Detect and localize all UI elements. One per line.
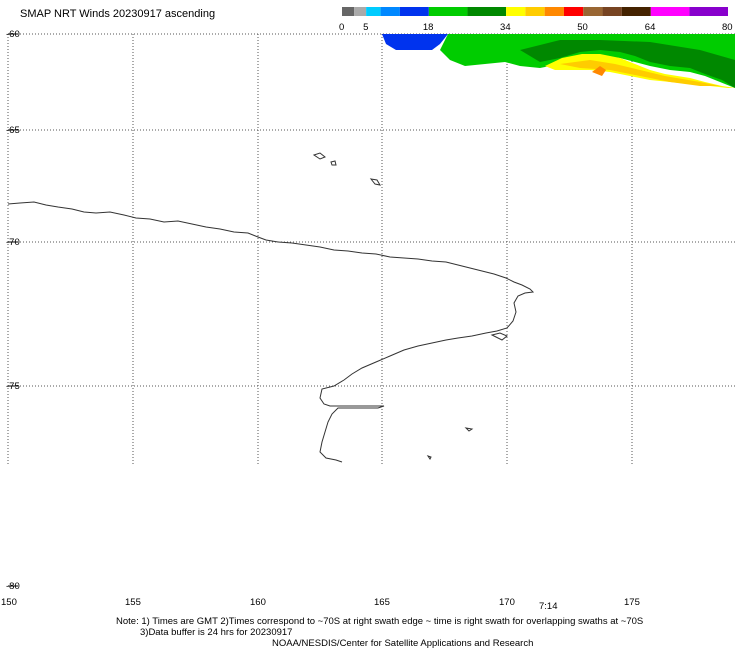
swath-calm-region: [382, 34, 448, 50]
legend-segment: [467, 7, 507, 16]
swath-time-label: 7:14: [539, 601, 558, 612]
legend-segment: [399, 7, 429, 16]
lon-label-165: 165: [374, 597, 390, 608]
wind-swath: [382, 34, 735, 88]
legend-segment: [354, 7, 367, 16]
legend-segment: [380, 7, 400, 16]
coastline-island-5: [464, 427, 474, 432]
lat-label-70: -70: [6, 237, 20, 248]
lon-label-155: 155: [125, 597, 141, 608]
lon-label-175: 175: [624, 597, 640, 608]
coastline-island-2: [330, 160, 337, 166]
lon-label-160: 160: [250, 597, 266, 608]
legend-segment: [602, 7, 622, 16]
legend-tick-label: 50: [577, 22, 588, 33]
legend-tick-label: 18: [423, 22, 434, 33]
legend-segment: [650, 7, 690, 16]
legend-segment: [583, 7, 603, 16]
legend-segment: [342, 7, 355, 16]
lat-label-60: -60: [6, 29, 20, 40]
lon-label-150: 150: [1, 597, 17, 608]
legend-segment: [689, 7, 728, 16]
lat-ticks: [8, 33, 18, 587]
map-title: SMAP NRT Winds 20230917 ascending: [20, 8, 216, 20]
coastline-island-6: [426, 455, 432, 460]
map-grid: [7, 33, 735, 465]
legend-tick-label: 34: [500, 22, 511, 33]
legend-segment: [428, 7, 468, 16]
legend-tick-label: 0: [339, 22, 344, 33]
legend-tick-label: 80: [722, 22, 733, 33]
legend-segment: [563, 7, 584, 16]
lon-label-170: 170: [499, 597, 515, 608]
coastline-island-3: [369, 178, 382, 186]
coastline-island-4: [490, 332, 508, 341]
coastline-island-1: [312, 152, 326, 160]
lat-label-80: -80: [6, 581, 20, 592]
coastline-mainland: [7, 201, 535, 463]
coastline: [7, 152, 535, 463]
legend-segment: [366, 7, 381, 16]
legend-tick-label: 64: [645, 22, 656, 33]
legend-segment: [621, 7, 651, 16]
legend-segment: [544, 7, 564, 16]
legend-tick-label: 5: [363, 22, 368, 33]
lat-label-75: -75: [6, 381, 20, 392]
note-line-2: 3)Data buffer is 24 hrs for 20230917: [140, 627, 293, 638]
legend-segment: [506, 7, 526, 16]
note-line-1: Note: 1) Times are GMT 2)Times correspon…: [116, 616, 644, 627]
wind-speed-legend: 0 5 18 34 50 64 80: [339, 7, 733, 33]
swath-storm-region: [592, 66, 606, 76]
swath-fresh-region: [520, 40, 735, 88]
lat-label-65: -65: [6, 125, 20, 136]
note-line-3: NOAA/NESDIS/Center for Satellite Applica…: [272, 638, 534, 649]
legend-segment: [525, 7, 545, 16]
